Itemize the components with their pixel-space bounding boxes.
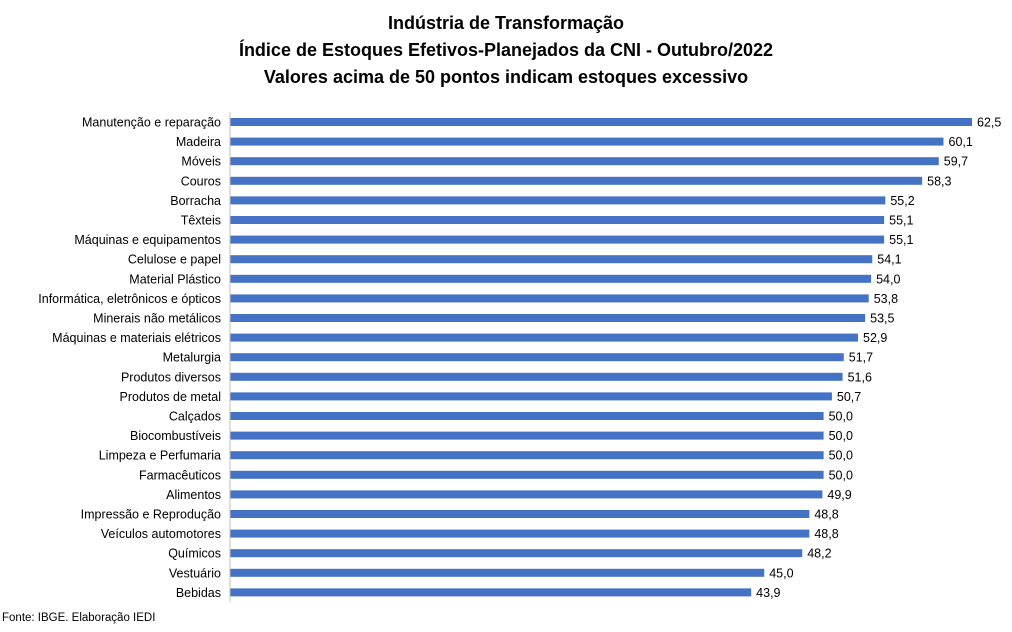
data-labels-layer: 62,5 60,1 59,7 58,3 55,2 55,1 55,1 54,1 54,0 53,8… <box>756 116 1001 600</box>
data-label: 55,1 <box>889 233 913 247</box>
category-label: Máquinas e materiais elétricos <box>52 331 221 345</box>
data-label: 50,7 <box>837 390 861 404</box>
bar <box>230 392 832 401</box>
data-label: 48,2 <box>807 547 831 561</box>
category-label: Calçados <box>169 410 221 424</box>
bar <box>230 176 923 185</box>
bars-layer <box>230 118 972 597</box>
chart-title-line-2: Índice de Estoques Efetivos-Planejados d… <box>238 40 774 60</box>
category-label: Minerais não metálicos <box>93 312 221 326</box>
data-label: 52,9 <box>863 331 887 345</box>
bar <box>230 549 803 558</box>
data-label: 50,0 <box>829 429 853 443</box>
data-label: 54,0 <box>876 272 900 286</box>
category-label: Farmacêuticos <box>139 468 221 482</box>
category-label: Celulose e papel <box>128 253 221 267</box>
chart-title-line-1: Indústria de Transformação <box>387 13 625 33</box>
data-label: 59,7 <box>944 155 968 169</box>
category-labels-layer: Manutenção e reparação Madeira Móveis Couro… <box>38 116 221 600</box>
bar <box>230 216 885 224</box>
category-label: Impressão e Reprodução <box>81 508 221 522</box>
category-label: Metalurgia <box>163 351 221 365</box>
category-label: Móveis <box>181 155 221 169</box>
category-label: Veículos automotores <box>101 527 221 541</box>
bar <box>230 235 885 244</box>
data-label: 50,0 <box>829 468 853 482</box>
category-label: Máquinas e equipamentos <box>74 233 221 247</box>
data-label: 54,1 <box>877 253 901 267</box>
bar <box>230 157 939 166</box>
bar <box>230 353 844 362</box>
category-label: Borracha <box>170 194 221 208</box>
category-label: Produtos de metal <box>120 390 221 404</box>
bar <box>230 372 843 381</box>
category-label: Produtos diversos <box>121 370 221 384</box>
bar <box>230 118 972 126</box>
source-note: Fonte: IBGE. Elaboração IEDI <box>2 612 156 624</box>
category-label: Vestuário <box>169 566 221 580</box>
data-label: 50,0 <box>829 449 853 463</box>
bar <box>230 588 752 597</box>
bar <box>230 274 872 283</box>
category-label: Químicos <box>168 547 221 561</box>
bar <box>230 490 823 499</box>
data-label: 62,5 <box>977 116 1001 130</box>
data-label: 49,9 <box>827 488 851 502</box>
data-label: 48,8 <box>814 527 838 541</box>
bar <box>230 431 824 440</box>
category-label: Bebidas <box>176 586 221 600</box>
category-label: Madeira <box>176 135 221 149</box>
category-label: Couros <box>181 174 221 188</box>
data-label: 55,2 <box>890 194 914 208</box>
bar <box>230 568 765 577</box>
category-label: Têxteis <box>181 214 221 228</box>
chart-title-line-3: Valores acima de 50 pontos indicam estoq… <box>263 67 749 87</box>
bar <box>230 255 873 264</box>
bar <box>230 196 886 205</box>
data-label: 60,1 <box>949 135 973 149</box>
bar <box>230 529 810 538</box>
data-label: 55,1 <box>889 214 913 228</box>
chart-title: Indústria de Transformação Índice de Est… <box>0 10 1012 91</box>
data-label: 50,0 <box>829 410 853 424</box>
bar <box>230 137 944 146</box>
bar <box>230 510 810 518</box>
category-label: Biocombustíveis <box>130 429 221 443</box>
data-label: 53,8 <box>874 292 898 306</box>
data-label: 58,3 <box>927 174 951 188</box>
category-label: Material Plástico <box>129 272 221 286</box>
data-label: 51,6 <box>848 370 872 384</box>
bar <box>230 314 866 322</box>
data-label: 43,9 <box>756 586 780 600</box>
bar <box>230 451 824 460</box>
bar <box>230 470 824 479</box>
bar <box>230 294 869 303</box>
category-label: Limpeza e Perfumaria <box>99 449 221 463</box>
data-label: 48,8 <box>814 508 838 522</box>
bar <box>230 412 824 420</box>
data-label: 51,7 <box>849 351 873 365</box>
data-label: 45,0 <box>769 566 793 580</box>
category-label: Manutenção e reparação <box>82 116 221 130</box>
category-label: Alimentos <box>166 488 221 502</box>
data-label: 53,5 <box>870 312 894 326</box>
bar <box>230 333 859 342</box>
category-label: Informática, eletrônicos e ópticos <box>38 292 221 306</box>
